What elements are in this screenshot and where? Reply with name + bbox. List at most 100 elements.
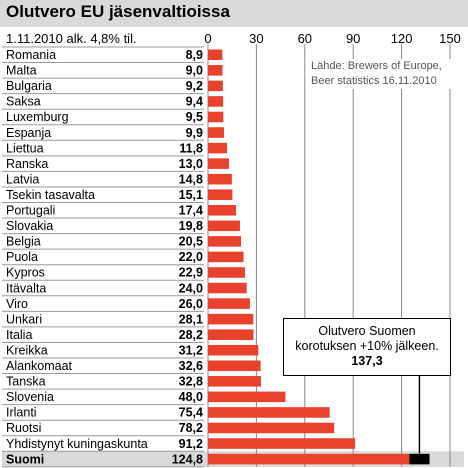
bar: [208, 453, 410, 465]
x-tick-label: 0: [204, 31, 211, 46]
bar: [208, 344, 259, 356]
bar: [208, 360, 261, 372]
bar: [208, 267, 245, 278]
bar: [208, 111, 224, 123]
value-label: 26,0: [179, 297, 203, 311]
value-label: 91,2: [179, 437, 203, 451]
category-label: Suomi: [6, 452, 44, 466]
bar: [208, 142, 228, 154]
bar: [208, 96, 224, 107]
category-label: Tsekin tasavalta: [6, 188, 95, 202]
bar: [208, 236, 242, 247]
value-label: 22,9: [179, 266, 203, 280]
value-label: 15,1: [179, 188, 203, 202]
category-label: Luxemburg: [6, 110, 69, 124]
callout-line-2: korotuksen +10% jälkeen.: [295, 339, 439, 353]
value-label: 8,9: [186, 48, 203, 62]
bar: [208, 313, 254, 325]
bar: [208, 158, 229, 169]
bar: [208, 376, 261, 387]
value-label: 75,4: [179, 406, 203, 420]
callout-value: 137,3: [351, 354, 383, 368]
category-label: Unkari: [6, 312, 42, 326]
category-label: Ranska: [6, 157, 48, 171]
value-label: 124,8: [172, 452, 203, 466]
value-label: 11,8: [179, 141, 203, 155]
category-label: Latvia: [6, 172, 39, 186]
category-label: Malta: [6, 64, 37, 78]
value-label: 9,5: [186, 110, 203, 124]
value-label: 28,1: [179, 312, 203, 326]
category-label: Liettua: [6, 141, 44, 155]
source-line-1: Lähde: Brewers of Europe,: [311, 60, 442, 72]
x-tick-label: 150: [439, 31, 461, 46]
category-label: Italia: [6, 328, 32, 342]
value-label: 13,0: [179, 157, 203, 171]
category-label: Viro: [6, 297, 28, 311]
x-tick-label: 30: [249, 31, 263, 46]
value-label: 17,4: [179, 204, 203, 218]
category-label: Yhdistynyt kuningaskunta: [6, 437, 148, 451]
value-label: 14,8: [179, 172, 203, 186]
category-label: Espanja: [6, 126, 51, 140]
source-line-2: Beer statistics 16.11.2010: [311, 75, 437, 87]
bar: [208, 329, 254, 340]
value-label: 19,8: [179, 219, 203, 233]
bar: [208, 391, 286, 403]
bar: [208, 173, 232, 185]
category-label: Romania: [6, 48, 56, 62]
bar: [208, 189, 233, 200]
category-label: Tanska: [6, 375, 46, 389]
bar: [208, 127, 224, 138]
callout-line-1: Olutvero Suomen: [318, 324, 416, 338]
bar: [208, 220, 240, 232]
value-label: 32,6: [179, 359, 203, 373]
value-label: 9,2: [186, 79, 203, 93]
title-band: Olutvero EU jäsenvaltioissa: [0, 0, 468, 27]
category-label: Kreikka: [6, 343, 48, 357]
category-label: Portugali: [6, 204, 55, 218]
category-label: Puola: [6, 250, 38, 264]
chart-subtitle: 1.11.2010 alk. 4,8% til.: [6, 31, 137, 46]
bar: [208, 205, 237, 216]
category-label: Alankomaat: [6, 359, 73, 373]
category-label: Irlanti: [6, 406, 37, 420]
category-label: Slovakia: [6, 219, 53, 233]
chart-title: Olutvero EU jäsenvaltioissa: [6, 2, 230, 21]
value-label: 24,0: [179, 281, 203, 295]
category-label: Itävalta: [6, 281, 46, 295]
value-label: 22,0: [179, 250, 203, 264]
category-label: Saksa: [6, 95, 41, 109]
x-tick-label: 90: [346, 31, 360, 46]
value-label: 9,9: [186, 126, 203, 140]
x-tick-label: 60: [298, 31, 312, 46]
bar-increase-segment: [409, 453, 430, 465]
bar: [208, 438, 356, 449]
value-label: 28,2: [179, 328, 203, 342]
bar: [208, 422, 335, 434]
category-label: Ruotsi: [6, 421, 41, 435]
value-label: 9,4: [186, 95, 203, 109]
category-label: Belgia: [6, 235, 41, 249]
bar: [208, 251, 244, 263]
bar: [208, 49, 223, 61]
value-label: 20,5: [179, 235, 203, 249]
value-label: 31,2: [179, 343, 203, 357]
bar: [208, 298, 250, 309]
category-label: Slovenia: [6, 390, 54, 404]
bar: [208, 282, 247, 294]
bar: [208, 65, 223, 76]
value-label: 48,0: [179, 390, 203, 404]
category-label: Kypros: [6, 266, 45, 280]
source-note: Lähde: Brewers of Europe, Beer statistic…: [311, 59, 461, 89]
x-tick-label: 120: [391, 31, 413, 46]
bar: [208, 407, 330, 418]
value-label: 32,8: [179, 375, 203, 389]
value-label: 78,2: [179, 421, 203, 435]
bar: [208, 80, 223, 92]
value-label: 9,0: [186, 64, 203, 78]
callout-box: Olutvero Suomen korotuksen +10% jälkeen.…: [283, 318, 451, 376]
category-label: Bulgaria: [6, 79, 52, 93]
